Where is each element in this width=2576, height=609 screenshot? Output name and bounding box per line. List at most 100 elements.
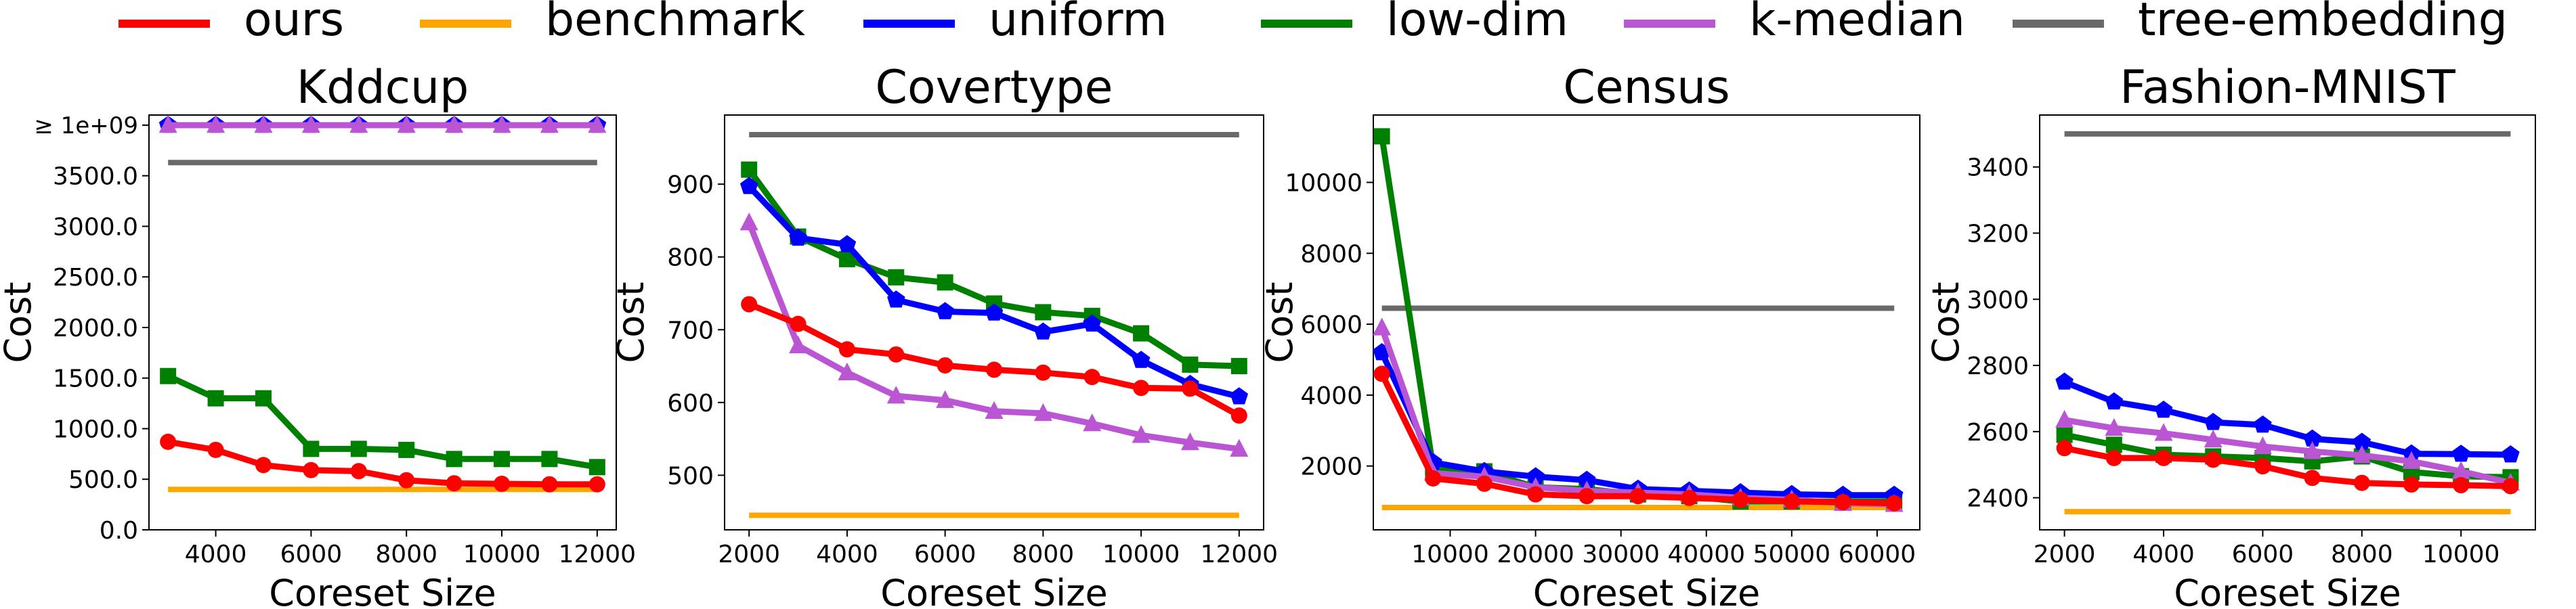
data-point-low-dim [207,390,224,407]
series-ours [160,433,605,493]
data-point-ours [937,357,953,374]
legend-entry-tree-embedding: tree-embedding [2013,0,2508,47]
data-point-uniform [1577,470,1596,488]
x-axis-label: Coreset Size [2174,572,2401,609]
data-point-k-median [2402,451,2421,470]
data-point-ours [1182,380,1199,397]
panel-census: Census 10000 20000 30000 40000 50000 60000 2000… [1258,61,1920,609]
data-point-k-median [492,114,511,133]
series-k-median [158,114,607,133]
series-uniform [2055,372,2520,463]
data-point-k-median [1373,317,1392,336]
panel-title: Census [1563,61,1730,114]
data-point-low-dim [937,274,953,291]
y-tick-label: 2600 [1967,419,2029,447]
data-point-k-median [1132,425,1151,443]
y-tick-label: 4000 [1300,382,1362,410]
data-point-k-median [2253,436,2272,455]
legend-entry-benchmark: benchmark [420,0,805,47]
data-point-uniform [1132,351,1151,368]
data-point-k-median [2204,430,2223,448]
data-point-ours [888,346,905,363]
data-point-k-median [1083,413,1102,432]
data-point-ours [1579,488,1595,505]
data-point-k-median [2451,461,2470,479]
y-tick-label: 3500.0 [53,163,138,191]
data-point-ours [1681,489,1698,506]
legend-label: benchmark [545,0,805,47]
data-point-k-median [838,362,857,380]
x-tick-label: 30000 [1582,541,1660,568]
legend-label: tree-embedding [2138,0,2508,47]
data-point-low-dim [494,451,511,468]
data-point-ours [446,475,463,492]
data-point-uniform [2105,392,2124,410]
data-point-ours [2453,477,2470,494]
data-point-ours [2254,458,2271,475]
data-point-ours [741,296,758,313]
x-tick-label: 8000 [2331,541,2393,568]
data-point-uniform [1526,467,1545,484]
series-low-dim [160,367,605,476]
series-line-low-dim [2063,432,2511,480]
data-point-ours [1035,364,1052,381]
data-point-low-dim [255,390,272,407]
data-point-low-dim [1182,356,1199,373]
data-point-k-median [445,114,464,133]
series-line-ours [2063,445,2511,489]
data-point-low-dim [398,441,415,458]
data-point-k-median [886,386,905,404]
chart-panels: Kddcup 4000 6000 8000 10000 12000 0.0 500.0 1000… [0,61,2536,609]
plot-frame [724,114,1264,531]
data-point-uniform [2254,415,2272,433]
data-point-ours [1834,494,1851,511]
legend: ours benchmark uniform low-dim k-median tree-… [119,0,2508,47]
x-tick-label: 10000 [2422,541,2500,568]
data-point-k-median [789,335,808,354]
y-tick-label: 10000 [1285,170,1362,198]
y-tick-label: 700 [667,317,714,344]
y-tick-label: 600 [667,390,714,418]
legend-label: k-median [1749,0,1965,47]
y-tick-label: 500 [667,462,714,490]
x-tick-label: 50000 [1753,541,1831,568]
x-tick-label: 8000 [1012,541,1075,568]
data-point-ours [255,457,272,474]
x-tick-label: 10000 [1102,541,1180,568]
data-point-ours [303,461,320,478]
data-point-ours [1425,470,1442,487]
data-point-uniform [2451,445,2470,462]
data-point-ours [986,361,1002,378]
data-point-k-median [739,212,758,231]
data-point-low-dim [1133,325,1150,342]
series-line-k-median [1379,326,1895,508]
data-point-low-dim [741,161,758,178]
series-line-low-dim [1379,135,1895,505]
data-point-k-median [985,401,1004,419]
plot-frame [1373,114,1920,531]
data-point-ours [790,315,807,332]
panel-covertype: Covertype 2000 4000 6000 8000 10000 12000 500 60… [609,61,1278,609]
data-point-low-dim [1230,358,1247,375]
data-point-uniform [2204,413,2223,430]
data-point-ours [1373,365,1390,382]
y-tick-label: 2000 [1300,453,1362,481]
y-tick-label: 500.0 [68,466,138,494]
data-point-k-median [349,114,368,133]
x-axis-label: Coreset Size [880,572,1108,609]
data-point-uniform [2303,429,2321,447]
data-point-low-dim [588,459,605,476]
data-point-ours [838,341,855,358]
data-point-ours [2353,474,2370,491]
data-point-ours [2205,451,2222,468]
series-line-ours [167,438,597,488]
data-point-ours [1230,407,1247,424]
data-point-uniform [739,177,758,194]
series-uniform [739,177,1249,405]
data-point-ours [1629,488,1646,505]
series-k-median [2055,409,2520,491]
legend-label: uniform [989,0,1167,47]
x-tick-label: 2000 [2034,541,2096,568]
data-point-ours [1886,495,1903,512]
data-point-uniform [1034,322,1052,340]
